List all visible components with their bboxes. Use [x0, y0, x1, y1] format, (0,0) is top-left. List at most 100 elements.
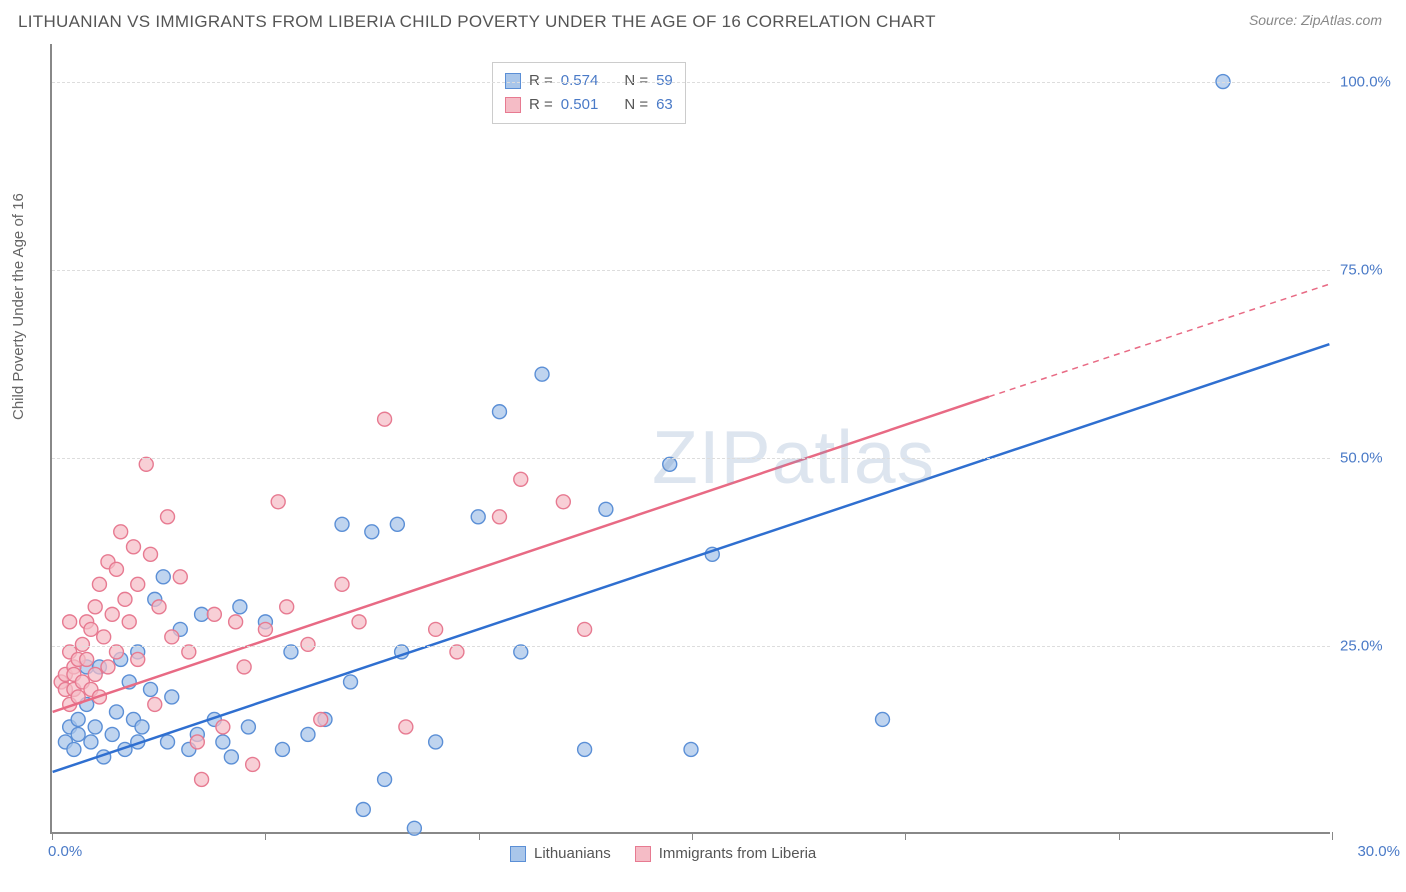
scatter-point	[135, 720, 149, 734]
scatter-point	[148, 697, 162, 711]
scatter-point	[122, 615, 136, 629]
y-axis-label: Child Poverty Under the Age of 16	[10, 193, 27, 420]
scatter-point	[165, 690, 179, 704]
scatter-point	[352, 615, 366, 629]
legend-item: Lithuanians	[510, 845, 611, 862]
scatter-point	[190, 735, 204, 749]
scatter-point	[88, 667, 102, 681]
y-tick-label: 75.0%	[1340, 261, 1400, 278]
scatter-point	[105, 727, 119, 741]
scatter-point	[84, 735, 98, 749]
scatter-point	[301, 637, 315, 651]
scatter-point	[684, 742, 698, 756]
scatter-point	[378, 772, 392, 786]
scatter-point	[216, 735, 230, 749]
chart-title: LITHUANIAN VS IMMIGRANTS FROM LIBERIA CH…	[18, 12, 936, 32]
plot-region: ZIPatlas R =0.574N =59R =0.501N =63 25.0…	[50, 44, 1330, 834]
scatter-point	[241, 720, 255, 734]
scatter-point	[390, 517, 404, 531]
scatter-point	[407, 821, 421, 835]
scatter-point	[195, 607, 209, 621]
scatter-point	[92, 577, 106, 591]
scatter-point	[578, 742, 592, 756]
scatter-point	[144, 682, 158, 696]
x-tick	[479, 832, 480, 840]
gridline	[52, 458, 1330, 459]
scatter-point	[229, 615, 243, 629]
scatter-point	[224, 750, 238, 764]
x-tick	[265, 832, 266, 840]
scatter-point	[429, 622, 443, 636]
scatter-point	[71, 712, 85, 726]
scatter-point	[399, 720, 413, 734]
scatter-point	[63, 615, 77, 629]
scatter-point	[535, 367, 549, 381]
y-tick-label: 25.0%	[1340, 637, 1400, 654]
scatter-point	[182, 645, 196, 659]
scatter-point	[314, 712, 328, 726]
gridline	[52, 646, 1330, 647]
scatter-point	[335, 517, 349, 531]
legend-item: Immigrants from Liberia	[635, 845, 817, 862]
scatter-point	[271, 495, 285, 509]
scatter-point	[365, 525, 379, 539]
scatter-point	[556, 495, 570, 509]
scatter-point	[514, 472, 528, 486]
chart-area: ZIPatlas R =0.574N =59R =0.501N =63 25.0…	[50, 44, 1330, 834]
x-tick	[692, 832, 693, 840]
x-tick-label: 0.0%	[48, 843, 82, 860]
trend-line	[53, 397, 989, 712]
legend-swatch	[510, 846, 526, 862]
x-tick	[1119, 832, 1120, 840]
y-tick-label: 50.0%	[1340, 449, 1400, 466]
scatter-point	[173, 570, 187, 584]
scatter-point	[75, 637, 89, 651]
scatter-point	[114, 525, 128, 539]
scatter-point	[493, 510, 507, 524]
scatter-point	[71, 727, 85, 741]
scatter-point	[876, 712, 890, 726]
plot-svg	[52, 44, 1330, 832]
chart-source: Source: ZipAtlas.com	[1249, 12, 1382, 28]
scatter-point	[144, 547, 158, 561]
r-label: R =	[529, 93, 553, 117]
legend-swatch	[635, 846, 651, 862]
scatter-point	[246, 757, 260, 771]
scatter-point	[335, 577, 349, 591]
scatter-point	[84, 622, 98, 636]
scatter-point	[280, 600, 294, 614]
scatter-point	[493, 405, 507, 419]
scatter-point	[105, 607, 119, 621]
scatter-point	[599, 502, 613, 516]
scatter-point	[131, 577, 145, 591]
scatter-point	[471, 510, 485, 524]
correlation-row: R =0.501N =63	[505, 93, 673, 117]
x-tick	[52, 832, 53, 840]
scatter-point	[109, 645, 123, 659]
scatter-point	[109, 562, 123, 576]
scatter-point	[429, 735, 443, 749]
correlation-box: R =0.574N =59R =0.501N =63	[492, 62, 686, 124]
scatter-point	[88, 720, 102, 734]
series-legend: Lithuanians Immigrants from Liberia	[510, 845, 816, 862]
trend-line-extension	[989, 284, 1329, 397]
scatter-point	[578, 622, 592, 636]
scatter-point	[101, 660, 115, 674]
scatter-point	[161, 510, 175, 524]
scatter-point	[216, 720, 230, 734]
scatter-point	[663, 457, 677, 471]
x-tick-label: 30.0%	[1357, 843, 1400, 860]
scatter-point	[207, 607, 221, 621]
trend-line	[53, 344, 1330, 772]
gridline	[52, 82, 1330, 83]
scatter-point	[67, 742, 81, 756]
x-tick	[905, 832, 906, 840]
legend-swatch	[505, 97, 521, 113]
scatter-point	[237, 660, 251, 674]
scatter-point	[80, 652, 94, 666]
n-label: N =	[624, 93, 648, 117]
n-value: 63	[656, 93, 673, 117]
scatter-point	[161, 735, 175, 749]
gridline	[52, 270, 1330, 271]
scatter-point	[450, 645, 464, 659]
